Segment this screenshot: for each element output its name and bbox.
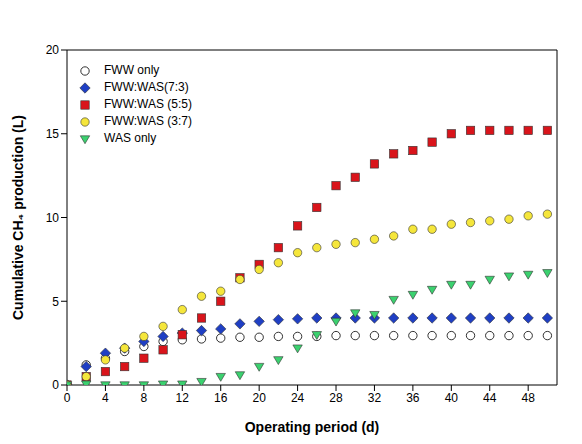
svg-text:0: 0 xyxy=(52,378,59,392)
html-text:WAS only: WAS only xyxy=(104,131,157,145)
svg-text:36: 36 xyxy=(406,391,420,405)
html-text:FWW:WAS(7:3): FWW:WAS(7:3) xyxy=(104,80,189,94)
svg-text:8: 8 xyxy=(141,391,148,405)
svg-text:4: 4 xyxy=(102,391,109,405)
svg-text:48: 48 xyxy=(521,391,535,405)
svg-text:16: 16 xyxy=(214,391,228,405)
html-text:FWW only: FWW only xyxy=(104,63,160,77)
svg-text:28: 28 xyxy=(329,391,343,405)
html-text:FWW:WAS (5:5): FWW:WAS (5:5) xyxy=(104,97,192,111)
svg-text:40: 40 xyxy=(445,391,459,405)
svg-text:15: 15 xyxy=(46,127,60,141)
svg-text:0: 0 xyxy=(64,391,71,405)
svg-text:32: 32 xyxy=(368,391,382,405)
svg-text:5: 5 xyxy=(52,295,59,309)
svg-text:20: 20 xyxy=(46,43,60,57)
svg-text:24: 24 xyxy=(291,391,305,405)
svg-text:20: 20 xyxy=(252,391,266,405)
html-text:FWW:WAS (3:7): FWW:WAS (3:7) xyxy=(104,114,192,128)
svg-text:10: 10 xyxy=(46,211,60,225)
svg-text:12: 12 xyxy=(176,391,190,405)
svg-text:Cumulative CH₄ production (L): Cumulative CH₄ production (L) xyxy=(10,115,26,320)
svg-text:Operating period (d): Operating period (d) xyxy=(245,419,380,435)
svg-text:44: 44 xyxy=(483,391,497,405)
